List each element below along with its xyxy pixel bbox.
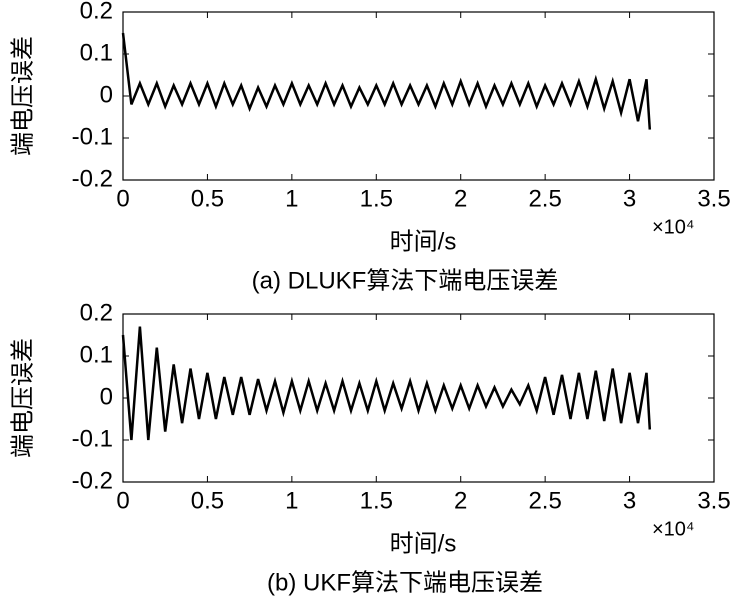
y-tick-label: 0.1 [80, 341, 113, 368]
y-tick-label: -0.2 [72, 165, 113, 192]
x-tick-label: 2 [454, 185, 467, 212]
signal-line [121, 32, 652, 130]
y-tick-label: 0.2 [80, 299, 113, 326]
x-axis-label: 时间/s [390, 228, 457, 255]
y-tick-label: -0.1 [72, 425, 113, 452]
x-tick-label: 2.5 [528, 185, 561, 212]
y-tick-label: 0.1 [80, 39, 113, 66]
x-tick-label: 1.5 [360, 185, 393, 212]
x-tick-label: 2.5 [528, 487, 561, 514]
x-tick-label: 2 [454, 487, 467, 514]
x-tick-label: 3.5 [697, 487, 730, 514]
caption: (b) UKF算法下端电压误差 [267, 569, 543, 596]
x-tick-label: 0.5 [191, 185, 224, 212]
caption: (a) DLUKF算法下端电压误差 [252, 267, 559, 294]
x-tick-label: 0.5 [191, 487, 224, 514]
y-tick-label: 0.2 [80, 0, 113, 24]
y-tick-label: -0.1 [72, 123, 113, 150]
x-tick-label: 1.5 [360, 487, 393, 514]
signal-line [121, 326, 652, 441]
x-multiplier: ×10⁴ [652, 518, 695, 540]
x-axis-label: 时间/s [390, 530, 457, 557]
x-tick-label: 1 [285, 185, 298, 212]
x-tick-label: 3 [623, 185, 636, 212]
y-axis-label: 端电压误差 [9, 338, 36, 458]
y-tick-label: -0.2 [72, 467, 113, 494]
x-tick-label: 0 [116, 487, 129, 514]
x-tick-label: 1 [285, 487, 298, 514]
x-tick-label: 3.5 [697, 185, 730, 212]
y-axis-label: 端电压误差 [9, 36, 36, 156]
y-tick-label: 0 [100, 383, 113, 410]
x-tick-label: 0 [116, 185, 129, 212]
y-tick-label: 0 [100, 81, 113, 108]
x-tick-label: 3 [623, 487, 636, 514]
x-multiplier: ×10⁴ [652, 216, 695, 238]
